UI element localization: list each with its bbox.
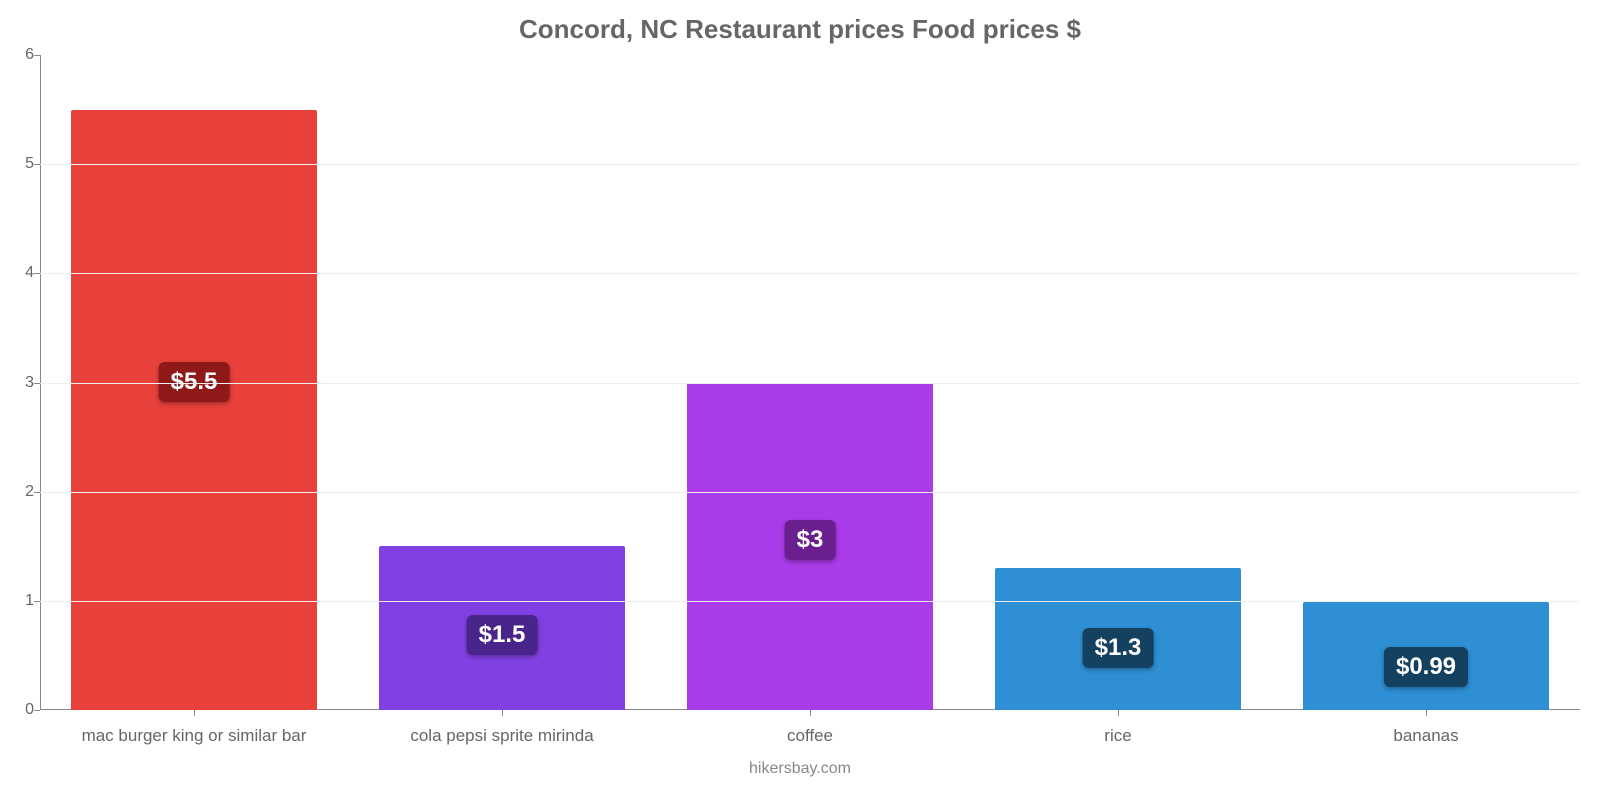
y-tick-label: 1: [12, 592, 34, 610]
x-tick: [810, 710, 811, 716]
y-tick-label: 2: [12, 483, 34, 501]
bar: [71, 110, 317, 710]
plot-area: $5.5$1.5$3$1.3$0.99 0123456mac burger ki…: [40, 55, 1580, 710]
x-axis-label: bananas: [1393, 726, 1458, 746]
x-axis-label: mac burger king or similar bar: [82, 726, 307, 746]
y-tick: [34, 273, 40, 274]
x-tick: [1426, 710, 1427, 716]
x-axis-label: rice: [1104, 726, 1131, 746]
chart-title: Concord, NC Restaurant prices Food price…: [0, 0, 1600, 45]
y-tick: [34, 383, 40, 384]
y-tick: [34, 492, 40, 493]
value-pill: $3: [785, 520, 836, 560]
chart-container: Concord, NC Restaurant prices Food price…: [0, 0, 1600, 800]
chart-credit: hikersbay.com: [749, 760, 851, 778]
value-pill: $0.99: [1384, 647, 1468, 687]
x-tick: [194, 710, 195, 716]
y-tick-label: 0: [12, 701, 34, 719]
grid-line: [40, 601, 1580, 602]
grid-line: [40, 273, 1580, 274]
y-tick: [34, 164, 40, 165]
grid-line: [40, 492, 1580, 493]
y-tick: [34, 55, 40, 56]
y-tick-label: 5: [12, 155, 34, 173]
x-axis-label: cola pepsi sprite mirinda: [410, 726, 593, 746]
y-tick-label: 4: [12, 264, 34, 282]
y-tick-label: 3: [12, 374, 34, 392]
value-pill: $1.5: [467, 615, 538, 655]
value-pill: $1.3: [1083, 628, 1154, 668]
y-tick: [34, 601, 40, 602]
y-tick-label: 6: [12, 46, 34, 64]
grid-line: [40, 164, 1580, 165]
grid-line: [40, 383, 1580, 384]
x-axis-label: coffee: [787, 726, 833, 746]
x-tick: [502, 710, 503, 716]
x-tick: [1118, 710, 1119, 716]
y-tick: [34, 710, 40, 711]
